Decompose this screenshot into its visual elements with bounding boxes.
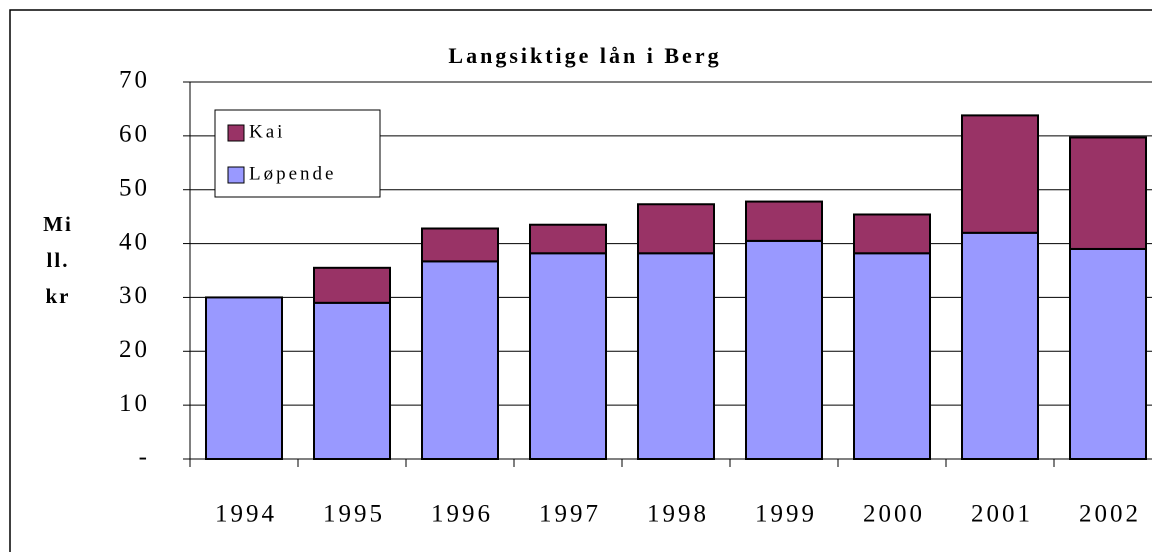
bar-segment — [1069, 247, 1147, 460]
x-tick-label: 1999 — [755, 501, 817, 528]
legend-swatch — [227, 166, 245, 184]
x-tick-label: 1997 — [539, 501, 601, 528]
bar-segment — [421, 260, 499, 461]
bar-segment — [421, 227, 499, 263]
bar-segment — [205, 296, 283, 460]
bar-segment — [853, 213, 931, 255]
y-tick-label: 10 — [119, 390, 150, 417]
legend-label: Løpende — [249, 163, 336, 184]
bar-segment — [313, 266, 391, 304]
x-tick-label: 2001 — [971, 501, 1033, 528]
x-tick-label: 1995 — [323, 501, 385, 528]
bar-segment — [853, 252, 931, 460]
chart-title: Langsiktige lån i Berg — [448, 43, 721, 68]
legend-swatch — [227, 124, 245, 142]
x-tick-label: 1994 — [215, 501, 277, 528]
bar-segment — [1069, 136, 1147, 250]
bar-segment — [637, 203, 715, 255]
legend-label: Kai — [249, 121, 285, 142]
bar-segment — [745, 239, 823, 460]
y-tick-label: 30 — [119, 282, 150, 309]
y-tick-label: 50 — [119, 174, 150, 201]
bar-segment — [313, 301, 391, 461]
bar-segment — [637, 252, 715, 460]
y-tick-label: 40 — [119, 228, 150, 255]
y-tick-label: 20 — [119, 336, 150, 363]
bar-segment — [961, 114, 1039, 234]
y-tick-label: - — [139, 444, 150, 471]
x-tick-label: 2002 — [1079, 501, 1141, 528]
y-axis-label: ll. — [47, 248, 70, 272]
x-tick-label: 1998 — [647, 501, 709, 528]
y-tick-label: 60 — [119, 121, 150, 148]
bar-segment — [961, 231, 1039, 460]
bar-segment — [529, 223, 607, 255]
bar-segment — [529, 252, 607, 460]
y-axis-label: kr — [46, 284, 71, 308]
y-tick-label: 70 — [119, 67, 150, 94]
x-tick-label: 1996 — [431, 501, 493, 528]
bar-segment — [745, 200, 823, 242]
x-tick-label: 2000 — [863, 501, 925, 528]
y-axis-label: Mi — [43, 212, 73, 236]
